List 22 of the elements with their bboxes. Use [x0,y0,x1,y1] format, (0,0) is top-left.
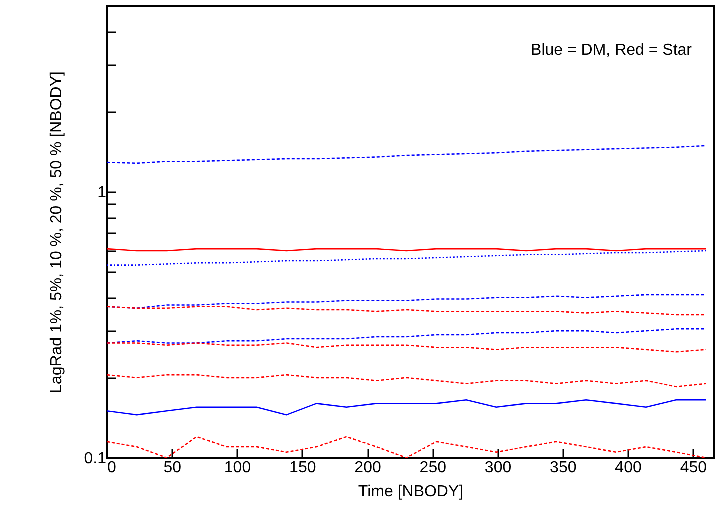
y-tick-label: 1 [98,184,107,202]
annotation: Blue = DM, Red = Star [531,42,693,59]
x-tick-label: 300 [484,460,512,476]
y-tick-label: 0.1 [84,450,107,468]
x-tick-label: 100 [224,460,252,476]
x-tick-label: 400 [615,460,642,476]
x-tick-label: 450 [680,460,708,476]
x-tick-label: 200 [354,460,382,476]
x-tick-label: 250 [420,460,447,476]
x-tick-label: 50 [164,460,182,476]
line-series [107,342,707,353]
line-series [107,436,707,458]
x-axis-title: Time [NBODY] [358,484,464,500]
y-axis-title: LagRad 1%, 5%, 10 %, 20 %, 50 % [NBODY] [48,72,66,394]
x-tick-label: 350 [550,460,577,476]
line-series [107,145,707,164]
line-series [107,306,707,316]
line-series [107,250,707,266]
line-series [107,374,707,388]
x-tick-label: 0 [108,460,116,476]
line-series [107,399,707,416]
x-tick-label: 150 [290,460,316,476]
